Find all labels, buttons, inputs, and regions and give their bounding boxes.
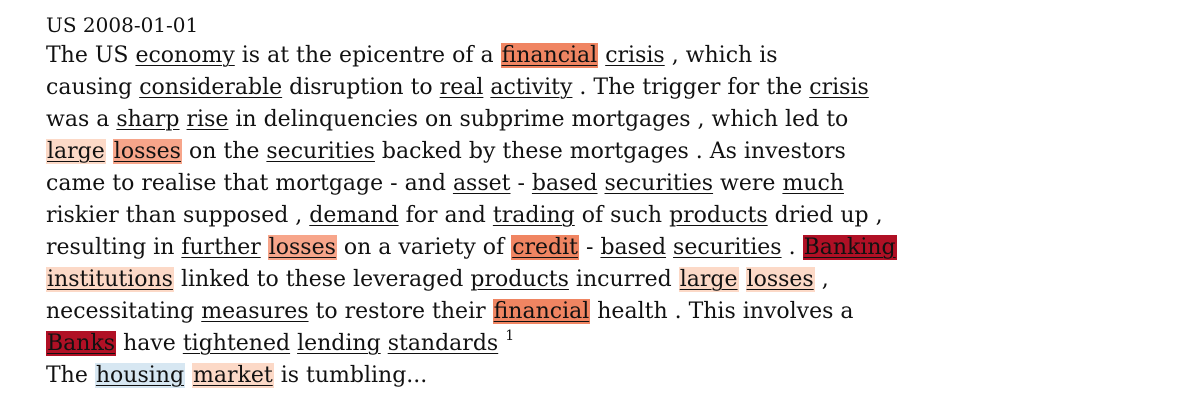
underlined-term: trading	[492, 203, 575, 228]
text-segment: health . This involves a	[590, 299, 854, 324]
text-segment: on a variety of	[336, 235, 512, 260]
text-line: riskier than supposed , demand for and t…	[46, 200, 1156, 232]
text-segment: is tumbling...	[273, 363, 428, 388]
text-segment: ,	[814, 267, 829, 292]
underlined-term: products	[669, 203, 768, 228]
text-segment: linked to these leveraged	[173, 267, 471, 292]
underlined-term: demand	[309, 203, 399, 228]
underlined-term: products	[470, 267, 569, 292]
highlighted-term: Banks	[46, 331, 117, 356]
highlighted-term: large	[678, 267, 739, 292]
text-segment: riskier than supposed ,	[46, 203, 310, 228]
text-segment	[381, 331, 388, 356]
underlined-term: real	[439, 75, 484, 100]
text-segment: The	[46, 363, 95, 388]
highlighted-term: credit	[511, 235, 580, 260]
text-segment: were	[713, 171, 783, 196]
text-segment: for and	[398, 203, 493, 228]
text-segment: causing	[46, 75, 140, 100]
underlined-term: rise	[186, 107, 229, 132]
text-segment	[598, 171, 605, 196]
underlined-term: based	[531, 171, 598, 196]
text-line: causing considerable disruption to real …	[46, 72, 1156, 104]
text-segment: .	[781, 235, 803, 260]
text-segment: necessitating	[46, 299, 202, 324]
text-line: came to realise that mortgage - and asse…	[46, 168, 1156, 200]
footnote-marker: 1	[505, 327, 515, 344]
text-line: The US economy is at the epicentre of a …	[46, 40, 1156, 72]
highlighted-term: market	[192, 363, 274, 388]
text-segment: , which is	[664, 43, 778, 68]
highlighted-term: losses	[112, 139, 182, 164]
underlined-term: tightened	[182, 331, 291, 356]
highlighted-term: losses	[267, 235, 337, 260]
highlighted-term: financial	[492, 299, 591, 324]
text-segment: . The trigger for the	[572, 75, 810, 100]
highlighted-term: Banking	[802, 235, 897, 260]
text-line: was a sharp rise in delinquencies on sub…	[46, 104, 1156, 136]
text-line: large losses on the securities backed by…	[46, 136, 1156, 168]
text-segment: dried up ,	[767, 203, 883, 228]
underlined-term: crisis	[605, 43, 665, 68]
underlined-term: economy	[135, 43, 235, 68]
text-line: The housing market is tumbling...	[46, 360, 1156, 392]
underlined-term: securities	[266, 139, 375, 164]
text-segment: was a	[46, 107, 117, 132]
highlighted-term: housing	[94, 363, 186, 388]
text-segment	[106, 139, 113, 164]
text-segment: is at the epicentre of a	[234, 43, 501, 68]
text-segment: -	[510, 171, 532, 196]
text-segment: disruption to	[282, 75, 440, 100]
text-segment: on the	[181, 139, 267, 164]
text-segment: to restore their	[308, 299, 493, 324]
text-segment: The US	[46, 43, 136, 68]
highlighted-term: large	[46, 139, 106, 164]
text-segment: incurred	[568, 267, 679, 292]
text-segment: resulting in	[46, 235, 182, 260]
highlighted-term: losses	[745, 267, 815, 292]
text-segment: -	[579, 235, 601, 260]
underlined-term: standards	[387, 331, 499, 356]
underlined-term: crisis	[809, 75, 869, 100]
text-line: institutions linked to these leveraged p…	[46, 264, 1156, 296]
underlined-term: much	[782, 171, 844, 196]
text-segment: in delinquencies on subprime mortgages ,…	[228, 107, 849, 132]
annotated-document: US 2008-01-01 The US economy is at the e…	[46, 12, 1156, 392]
text-segment: have	[116, 331, 183, 356]
underlined-term: asset	[452, 171, 511, 196]
underlined-term: further	[181, 235, 261, 260]
text-line: resulting in further losses on a variety…	[46, 232, 1156, 264]
underlined-term: based	[600, 235, 667, 260]
underlined-term: lending	[297, 331, 381, 356]
highlighted-term: institutions	[46, 267, 174, 292]
underlined-term: measures	[201, 299, 309, 324]
text-segment	[666, 235, 673, 260]
underlined-term: securities	[604, 171, 714, 196]
underlined-term: securities	[673, 235, 782, 260]
text-segment	[739, 267, 746, 292]
text-segment: of such	[574, 203, 670, 228]
document-header: US 2008-01-01	[46, 13, 199, 37]
text-segment	[185, 363, 192, 388]
document-body: The US economy is at the epicentre of a …	[46, 40, 1156, 392]
text-segment	[261, 235, 268, 260]
text-segment: backed by these mortgages . As investors	[374, 139, 846, 164]
text-segment: came to realise that mortgage - and	[46, 171, 453, 196]
text-segment	[180, 107, 187, 132]
text-line: necessitating measures to restore their …	[46, 296, 1156, 328]
underlined-term: considerable	[139, 75, 283, 100]
underlined-term: sharp	[116, 107, 180, 132]
underlined-term: activity	[490, 75, 573, 100]
text-line: Banks have tightened lending standards 1	[46, 328, 1156, 360]
highlighted-term: financial	[500, 43, 599, 68]
